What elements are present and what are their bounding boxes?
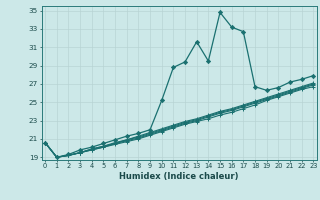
X-axis label: Humidex (Indice chaleur): Humidex (Indice chaleur)	[119, 172, 239, 181]
